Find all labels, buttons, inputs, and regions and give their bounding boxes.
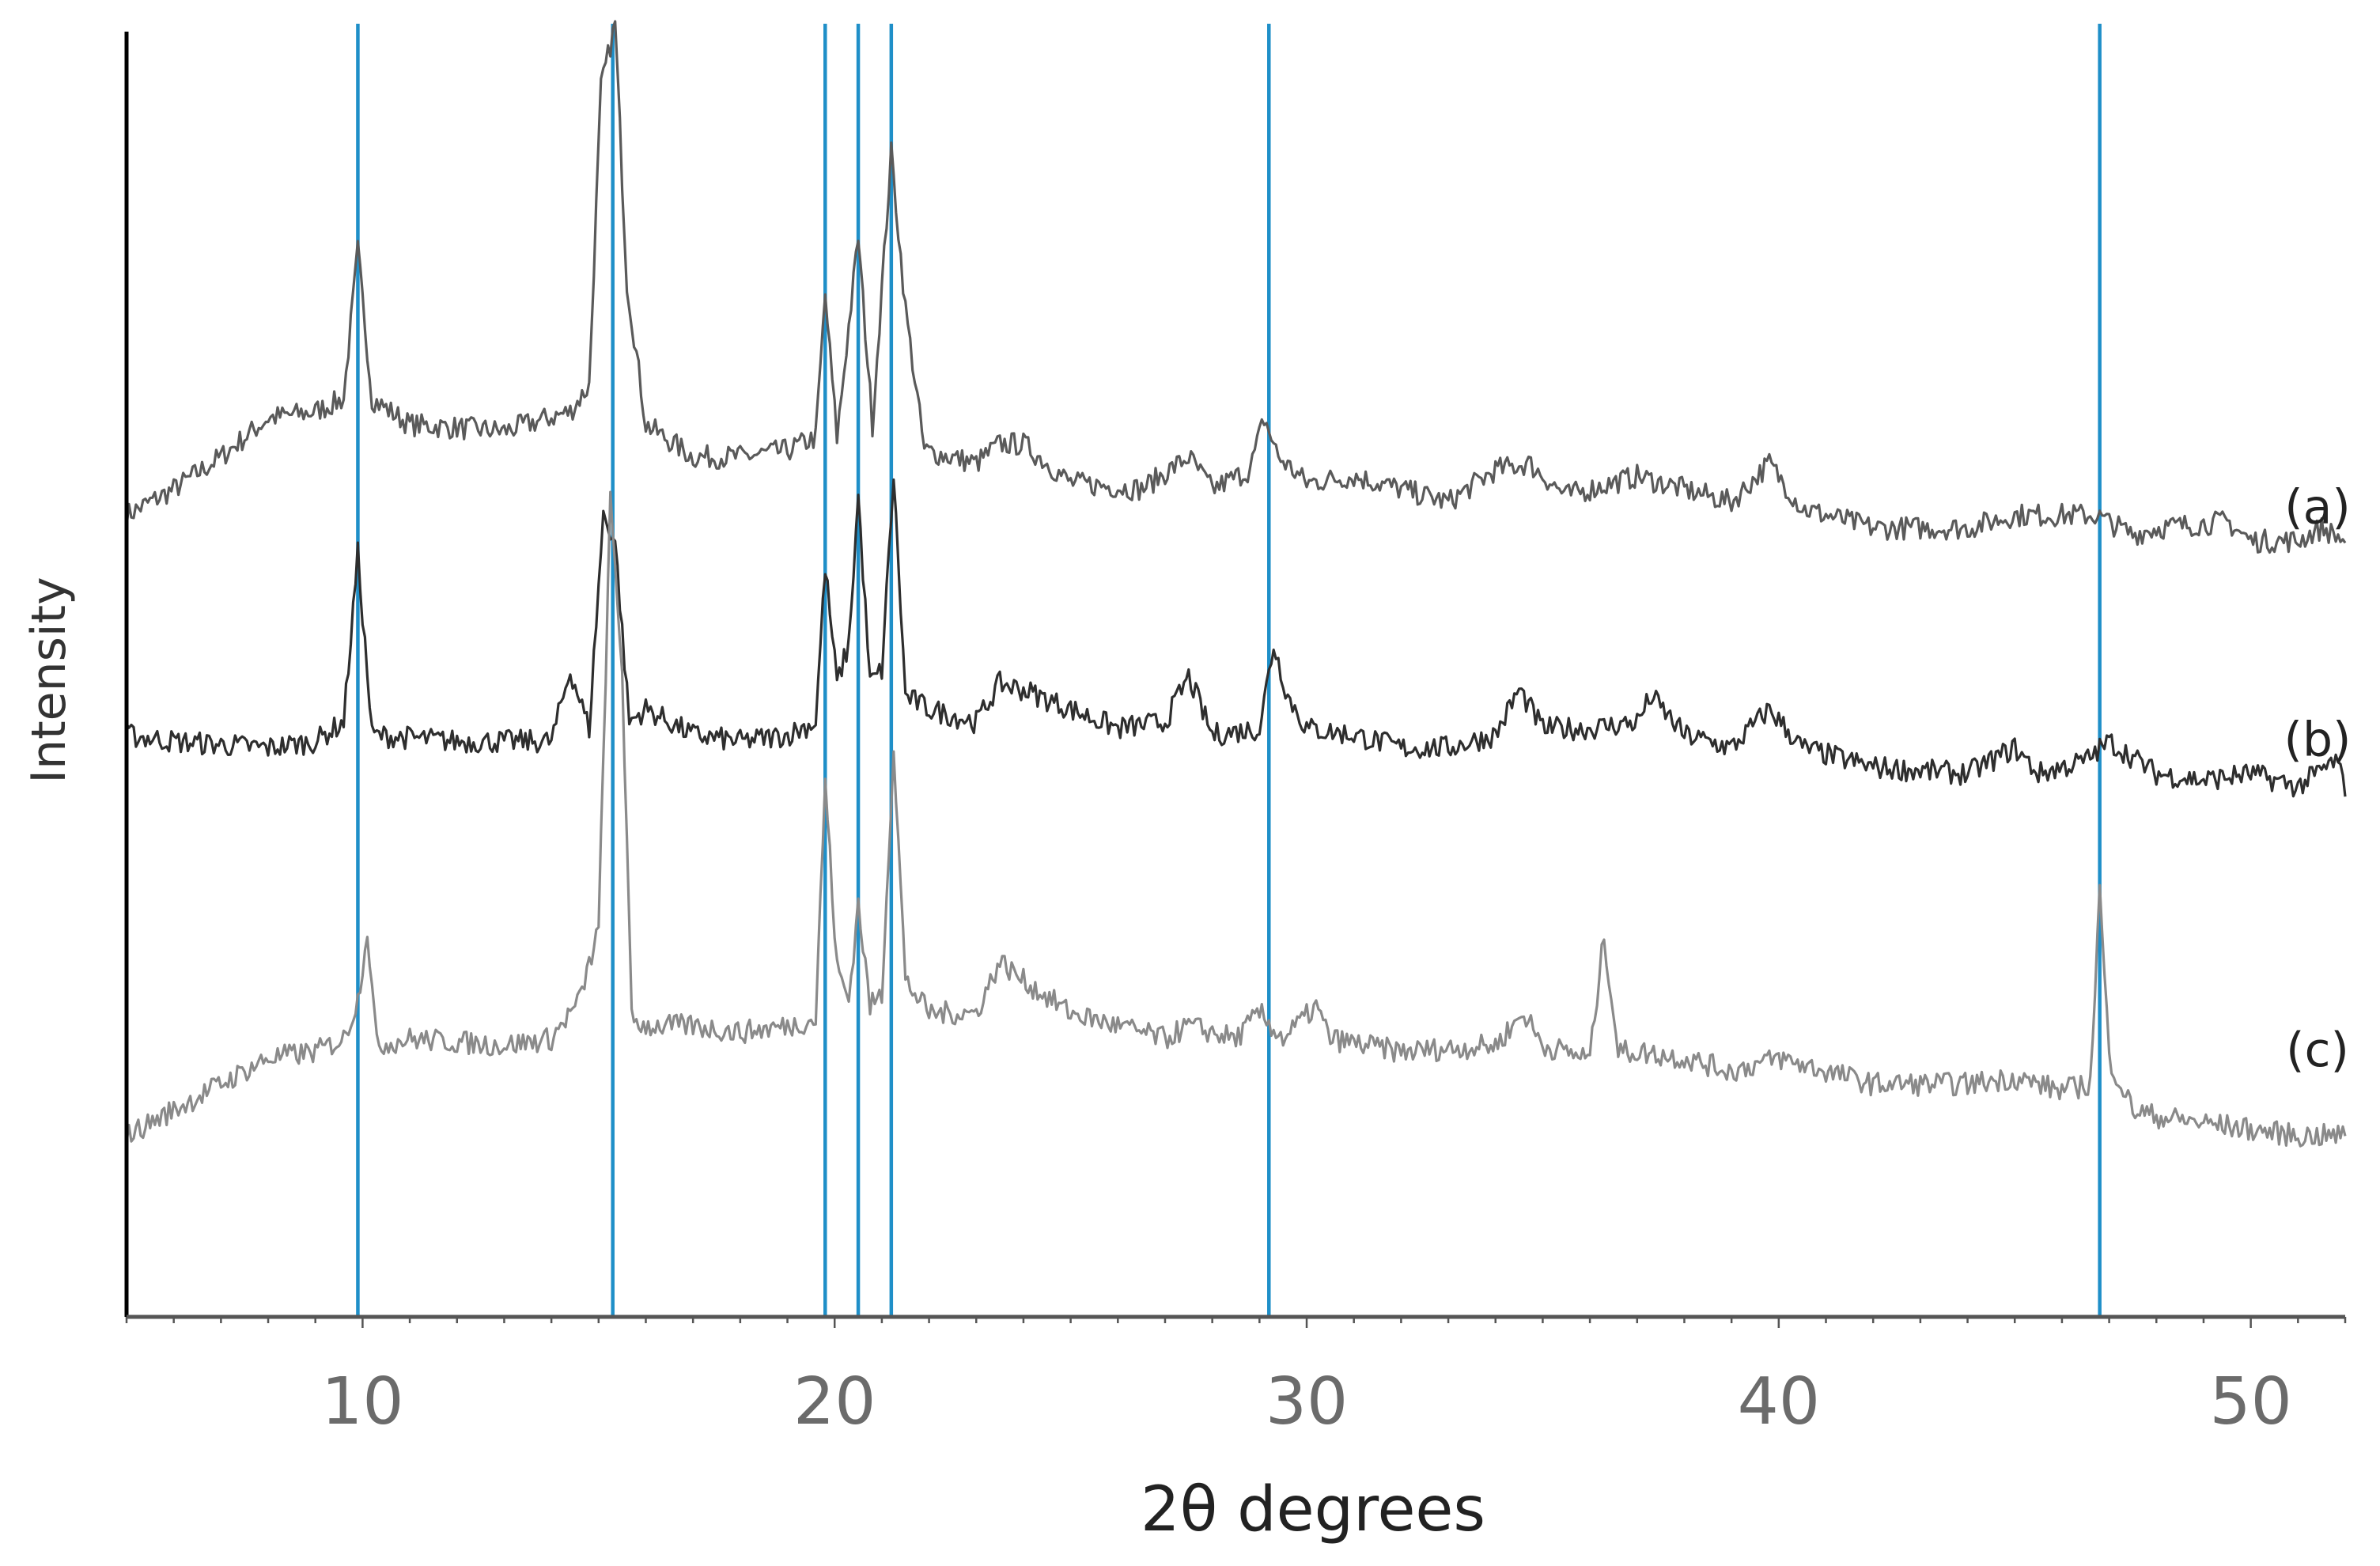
x-axis-title: 2θ degrees (1141, 1474, 1485, 1545)
x-tick-label-50: 50 (2209, 1364, 2291, 1439)
reference-lines (356, 24, 2102, 1317)
series-label-2: (b) (2284, 713, 2352, 768)
axes: 10 20 30 40 50 (124, 32, 2347, 1439)
x-tick-label-20: 20 (793, 1364, 876, 1439)
x-tick-label-40: 40 (1738, 1364, 1820, 1439)
x-ticks: 10 20 30 40 50 (125, 1317, 2347, 1439)
series-line-2 (125, 478, 2347, 798)
series-layer (125, 20, 2347, 1148)
series-label-1: (a) (2284, 479, 2351, 535)
x-tick-label-10: 10 (321, 1364, 403, 1439)
x-tick-label-30: 30 (1266, 1364, 1348, 1439)
series-label-3: (c) (2286, 1023, 2349, 1078)
series-line-3 (125, 490, 2347, 1148)
y-axis-title: Intensity (21, 577, 77, 783)
series-line-1 (125, 20, 2347, 554)
series-labels: (a) (b) (c) (2284, 479, 2352, 1078)
